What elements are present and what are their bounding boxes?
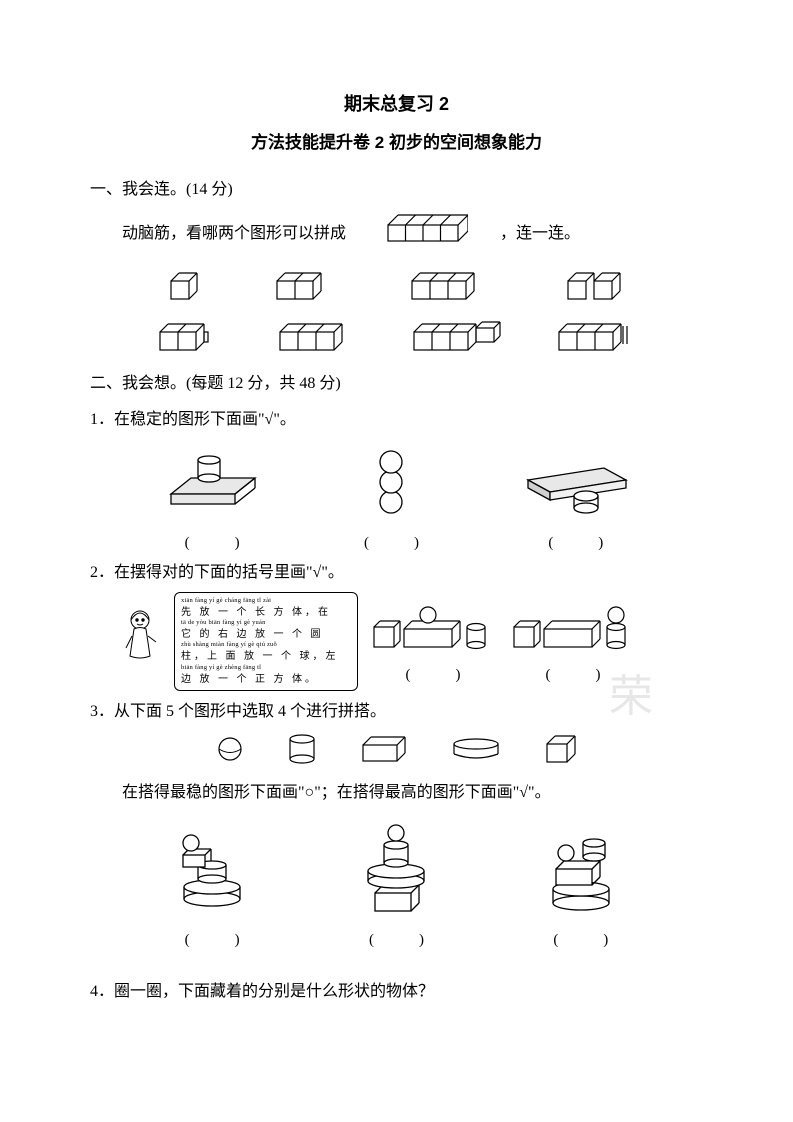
section1-heading: 一、我会连。(14 分)	[90, 175, 703, 205]
piece-5-icon	[152, 318, 227, 363]
piece-8-icon	[551, 318, 641, 363]
speech-p4-pinyin: biān fàng yí gè zhèng fāng tǐ	[181, 664, 351, 673]
cuboid-icon	[359, 733, 409, 770]
q3-text-b: 在搭得最稳的图形下面画"○"；在搭得最高的图形下面画"√"。	[90, 778, 703, 808]
piece-4-icon	[560, 267, 630, 312]
q2-opt2-icon	[508, 599, 638, 659]
page-subtitle: 方法技能提升卷 2 初步的空间想象能力	[90, 128, 703, 153]
cylinder-flat-icon	[449, 736, 503, 767]
speech-p1-hanzi: 先 放 一 个 长 方 体，在	[181, 606, 351, 620]
q3-paren3: ( )	[536, 928, 626, 949]
q2-paren2: ( )	[508, 663, 638, 684]
q3-text-a: 3．从下面 5 个图形中选取 4 个进行拼搭。	[90, 697, 703, 727]
speech-p3-hanzi: 柱，上 面 放 一 个 球，左	[181, 650, 351, 664]
girl-icon	[120, 606, 164, 677]
q3-paren1: ( )	[167, 928, 257, 949]
q2-figures: xiān fàng yí gè cháng fāng tǐ zài 先 放 一 …	[120, 592, 703, 691]
q1-text: 1．在稳定的图形下面画"√"。	[90, 405, 703, 435]
target-shape-icon	[346, 211, 468, 256]
q3-paren2: ( )	[351, 928, 441, 949]
q2-speech-bubble: xiān fàng yí gè cháng fāng tǐ zài 先 放 一 …	[174, 592, 358, 691]
q3-stack2-icon	[351, 819, 441, 924]
page-title: 期末总复习 2	[90, 90, 703, 116]
section2-heading: 二、我会想。(每题 12 分，共 48 分)	[90, 369, 703, 399]
piece-7-icon	[406, 318, 506, 363]
q4-text: 4．圈一圈，下面藏着的分别是什么形状的物体？	[90, 977, 703, 1007]
q1-fig1-icon	[157, 452, 267, 527]
sphere-icon	[215, 734, 245, 769]
section1-row1	[130, 267, 663, 312]
q1-paren3: ( )	[516, 531, 636, 552]
section1-row2	[130, 318, 663, 363]
q1-fig3-icon	[516, 452, 636, 527]
section1-text-a: 动脑筋，看哪两个图形可以拼成	[90, 219, 346, 249]
q1-fig2-icon	[361, 442, 421, 527]
speech-p2-hanzi: 它 的 右 边 放 一 个 圆	[181, 628, 351, 642]
piece-2-icon	[269, 267, 339, 312]
q3-stack1-icon	[167, 829, 257, 924]
speech-p3-pinyin: zhù shàng miàn fàng yí gè qiú zuǒ	[181, 641, 351, 650]
speech-p2-pinyin: tā de yòu biān fàng yí gè yuán	[181, 619, 351, 628]
q1-paren1: ( )	[157, 531, 267, 552]
q3-shapes-row	[90, 731, 703, 772]
piece-6-icon	[272, 318, 362, 363]
cube-icon	[543, 732, 579, 771]
section1-text-b: ，连一连。	[468, 219, 580, 249]
speech-p4-hanzi: 边 放 一 个 正 方 体。	[181, 673, 351, 687]
speech-p1-pinyin: xiān fàng yí gè cháng fāng tǐ zài	[181, 597, 351, 606]
piece-3-icon	[404, 267, 494, 312]
q3-stacks-row: ( ) ( ) (	[120, 819, 673, 949]
section1-line: 动脑筋，看哪两个图形可以拼成 ，连一连。	[90, 211, 580, 256]
q2-paren1: ( )	[368, 663, 498, 684]
cylinder-small-icon	[285, 731, 319, 772]
q1-paren2: ( )	[361, 531, 421, 552]
q2-opt1-icon	[368, 599, 498, 659]
q3-stack3-icon	[536, 829, 626, 924]
piece-1-icon	[163, 267, 203, 312]
q2-text: 2．在摆得对的下面的括号里画"√"。	[90, 558, 703, 588]
q1-figures: ( ) ( )	[110, 442, 683, 552]
